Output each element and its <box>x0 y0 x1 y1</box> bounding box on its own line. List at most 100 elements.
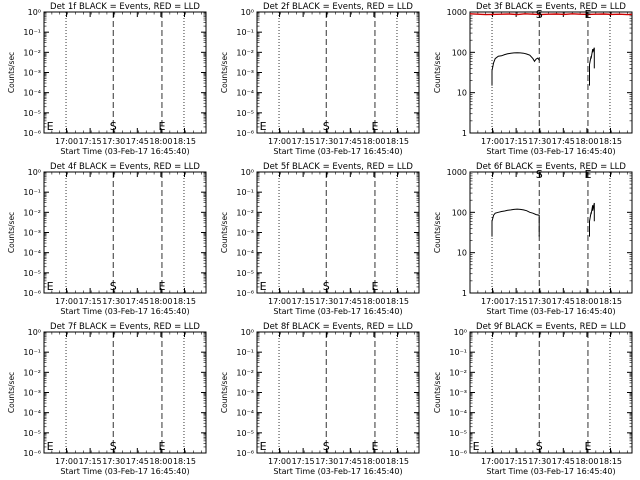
y-axis-label: Counts/sec <box>220 372 229 413</box>
y-tick-label: 10⁰ <box>28 8 41 17</box>
x-tick-label: 17:30 <box>102 457 125 466</box>
x-axis-label: Start Time (03-Feb-17 16:45:40) <box>486 467 615 476</box>
x-tick-label: 17:30 <box>528 457 551 466</box>
y-tick-label: 10⁻¹ <box>236 188 254 197</box>
marker-e-label: E <box>584 440 591 453</box>
x-tick-label: 17:15 <box>505 137 528 146</box>
x-tick-label: 18:00 <box>575 137 598 146</box>
y-tick-label: 10⁻⁴ <box>236 89 254 98</box>
panel-title: Det 2f BLACK = Events, RED = LLD <box>263 2 413 12</box>
y-tick-label: 10 <box>457 89 467 98</box>
marker-e-label: E <box>260 440 267 453</box>
y-tick-label: 10⁻⁶ <box>236 289 254 298</box>
y-tick-label: 10⁻¹ <box>23 188 41 197</box>
x-tick-label: 18:15 <box>599 137 622 146</box>
y-tick-label: 10⁻² <box>449 368 467 377</box>
y-tick-label: 10⁻⁴ <box>23 89 41 98</box>
y-tick-label: 10⁰ <box>241 328 254 337</box>
x-tick-label: 17:00 <box>55 457 78 466</box>
x-tick-label: 17:30 <box>102 137 125 146</box>
plot-frame <box>43 11 207 134</box>
y-tick-label: 10⁻¹ <box>23 28 41 37</box>
y-tick-label: 10⁻² <box>236 368 254 377</box>
y-tick-label: 10⁻⁵ <box>23 109 41 118</box>
x-tick-label: 17:00 <box>268 137 291 146</box>
x-tick-label: 17:15 <box>505 457 528 466</box>
x-tick-label: 18:00 <box>149 457 172 466</box>
y-tick-label: 10⁻¹ <box>236 28 254 37</box>
y-tick-label: 10 <box>457 249 467 258</box>
y-tick-label: 10⁰ <box>454 328 467 337</box>
y-tick-label: 10⁻² <box>236 48 254 57</box>
plot-frame <box>469 331 633 454</box>
y-tick-label: 10⁻⁵ <box>236 109 254 118</box>
x-tick-label: 17:45 <box>339 137 362 146</box>
y-tick-label: 10⁻³ <box>236 69 254 78</box>
marker-s-label: S <box>110 440 117 453</box>
x-tick-label: 17:45 <box>126 297 149 306</box>
y-tick-label: 10⁻³ <box>23 229 41 238</box>
y-tick-label: 10⁰ <box>28 168 41 177</box>
y-tick-label: 10⁰ <box>241 168 254 177</box>
y-tick-label: 10⁻⁴ <box>23 249 41 258</box>
x-tick-label: 17:30 <box>315 457 338 466</box>
y-tick-label: 10⁻⁵ <box>236 269 254 278</box>
y-tick-label: 1000 <box>447 8 467 17</box>
x-axis-label: Start Time (03-Feb-17 16:45:40) <box>273 147 402 156</box>
x-tick-label: 17:15 <box>79 457 102 466</box>
plot-frame <box>469 171 633 294</box>
y-tick-label: 10⁻⁶ <box>236 129 254 138</box>
plot-frame <box>43 331 207 454</box>
x-axis-label: Start Time (03-Feb-17 16:45:40) <box>60 147 189 156</box>
y-tick-label: 10⁻³ <box>236 389 254 398</box>
y-tick-label: 10⁻⁶ <box>23 129 41 138</box>
y-tick-label: 10⁻⁶ <box>23 289 41 298</box>
x-tick-label: 18:00 <box>149 297 172 306</box>
x-tick-label: 17:45 <box>126 137 149 146</box>
panel-title: Det 7f BLACK = Events, RED = LLD <box>50 322 200 332</box>
x-tick-label: 17:45 <box>126 457 149 466</box>
x-tick-label: 18:15 <box>599 457 622 466</box>
x-tick-label: 17:00 <box>55 297 78 306</box>
x-axis-label: Start Time (03-Feb-17 16:45:40) <box>486 147 615 156</box>
y-tick-label: 10⁻⁴ <box>236 249 254 258</box>
marker-e-label: E <box>584 8 591 21</box>
x-tick-label: 17:45 <box>552 457 575 466</box>
marker-e-label: E <box>371 440 378 453</box>
y-tick-label: 10⁻⁵ <box>23 269 41 278</box>
y-axis-label: Counts/sec <box>7 372 16 413</box>
y-tick-label: 1000 <box>447 168 467 177</box>
marker-s-label: S <box>536 8 543 21</box>
detector-panel-8: Det 8f BLACK = Events, RED = LLD 10⁻⁶ 10⁻⁵… <box>220 322 420 476</box>
detector-panel-6: Det 6f BLACK = Events, RED = LLD 1 10 100 10… <box>433 162 633 316</box>
panel-title: Det 6f BLACK = Events, RED = LLD <box>476 162 626 172</box>
panel-title: Det 9f BLACK = Events, RED = LLD <box>476 322 626 332</box>
y-tick-label: 10⁻⁴ <box>449 409 467 418</box>
marker-e-label: E <box>584 168 591 181</box>
plot-frame <box>256 11 420 134</box>
events-series-line <box>491 52 540 86</box>
panel-title: Det 5f BLACK = Events, RED = LLD <box>263 162 413 172</box>
y-tick-label: 10⁻⁵ <box>23 429 41 438</box>
plot-frame <box>469 11 633 134</box>
x-tick-label: 17:30 <box>315 297 338 306</box>
events-series-line <box>589 47 595 86</box>
marker-e-label: E <box>47 440 54 453</box>
y-tick-label: 100 <box>452 208 467 217</box>
x-tick-label: 17:45 <box>552 297 575 306</box>
y-tick-label: 1 <box>462 129 467 138</box>
marker-e-label: E <box>260 280 267 293</box>
y-axis-label: Counts/sec <box>433 372 442 413</box>
x-tick-label: 17:30 <box>102 297 125 306</box>
x-tick-label: 17:00 <box>268 457 291 466</box>
y-tick-label: 10⁰ <box>241 8 254 17</box>
marker-s-label: S <box>323 280 330 293</box>
x-tick-label: 17:30 <box>315 137 338 146</box>
x-tick-label: 18:15 <box>173 137 196 146</box>
x-axis-label: Start Time (03-Feb-17 16:45:40) <box>60 307 189 316</box>
y-tick-label: 10⁻² <box>23 48 41 57</box>
marker-e-label: E <box>158 280 165 293</box>
x-tick-label: 17:15 <box>292 137 315 146</box>
x-tick-label: 17:30 <box>528 297 551 306</box>
y-tick-label: 1 <box>462 289 467 298</box>
